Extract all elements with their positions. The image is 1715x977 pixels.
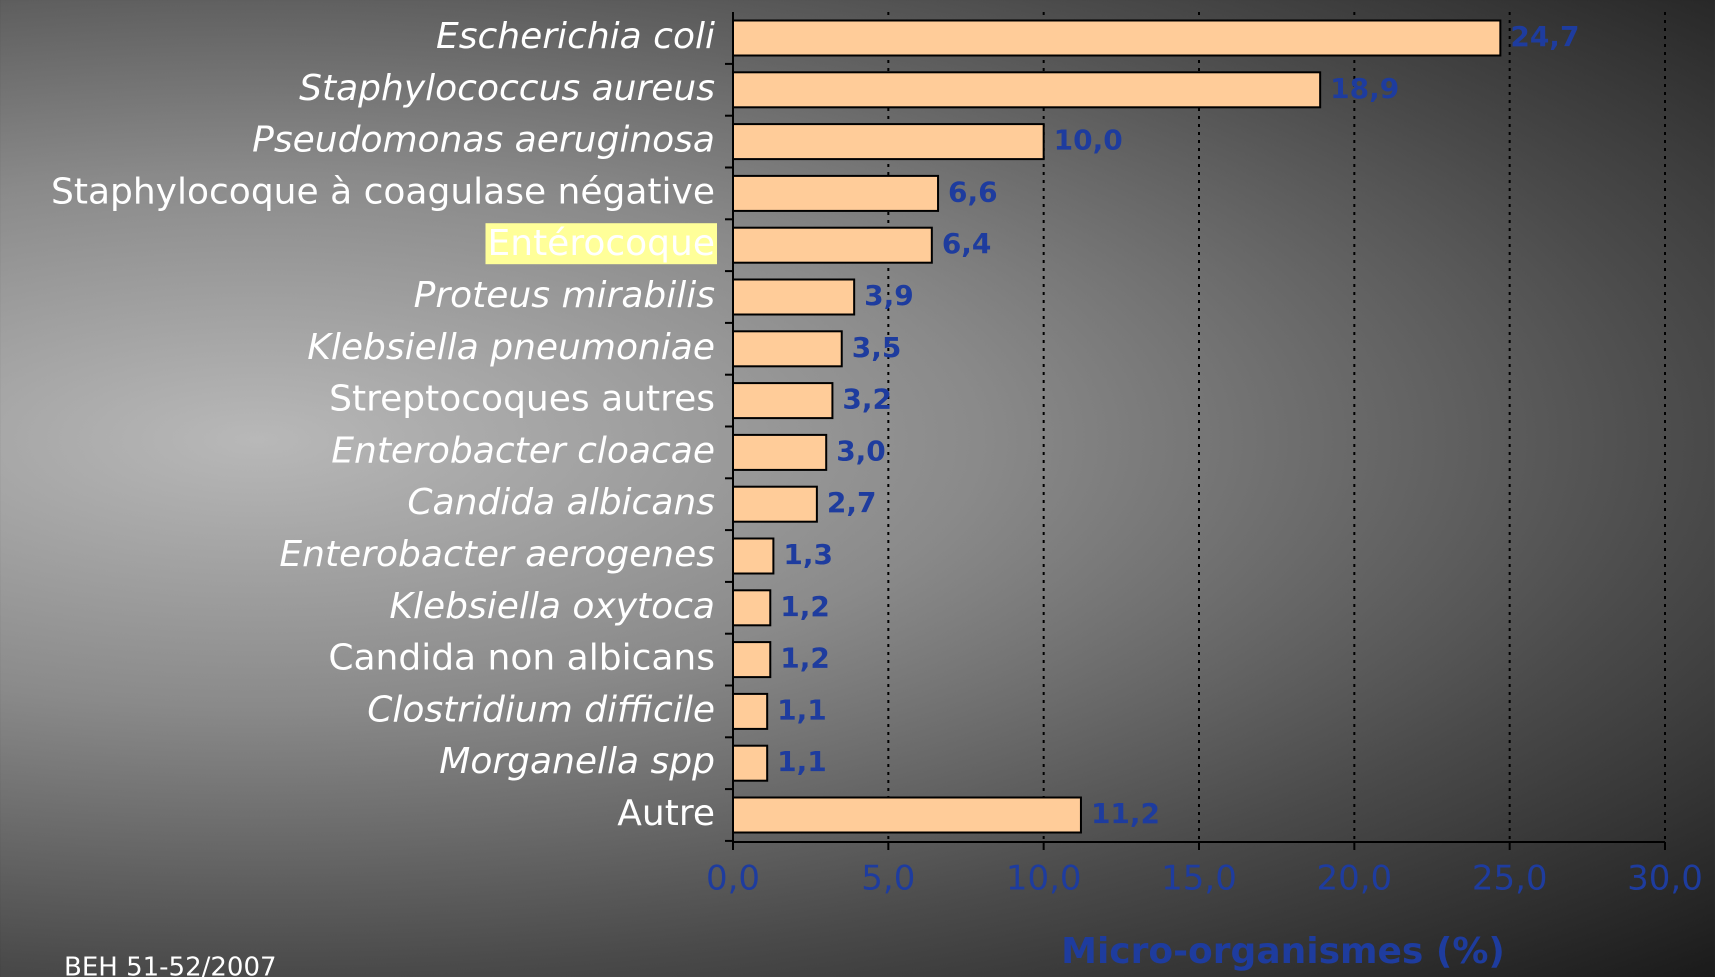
x-tick-label: 5,0 — [861, 859, 915, 899]
bar — [732, 71, 1322, 109]
y-tick-label: Clostridium difficile — [367, 689, 715, 730]
y-tick-label: Klebsiella pneumoniae — [307, 327, 715, 368]
source: BEH 51-52/2007 — [64, 953, 277, 977]
y-tick-label: Klebsiella oxytoca — [389, 586, 715, 627]
data-label: 3,9 — [864, 279, 914, 312]
bar — [732, 330, 843, 368]
bar — [732, 589, 772, 627]
bar — [732, 123, 1045, 161]
bar — [732, 537, 775, 575]
data-label: 10,0 — [1054, 124, 1123, 157]
y-tick-label: Pseudomonas aeruginosa — [252, 120, 715, 161]
x-tick-label: 30,0 — [1627, 859, 1703, 899]
y-tick-label: Morganella spp — [439, 741, 715, 782]
y-tick-label: Staphylococcus aureus — [299, 68, 715, 109]
bar — [732, 19, 1502, 57]
bar — [732, 692, 769, 730]
y-tick-label: Enterobacter aerogenes — [279, 534, 715, 575]
y-tick-label: Autre — [617, 793, 715, 834]
bar — [732, 226, 933, 264]
x-tick-label: 25,0 — [1472, 859, 1548, 899]
bar — [732, 744, 769, 782]
y-tick-label: Candida albicans — [407, 482, 715, 523]
y-tick-label: Entérocoque — [488, 223, 716, 264]
data-label: 11,2 — [1091, 797, 1160, 830]
x-tick-label: 15,0 — [1161, 859, 1237, 899]
bar — [732, 278, 856, 316]
y-tick-label: Candida non albicans — [328, 638, 715, 679]
data-label: 6,6 — [948, 175, 998, 208]
data-label: 1,3 — [783, 538, 833, 571]
y-tick-label: Proteus mirabilis — [414, 275, 715, 316]
data-label: 2,7 — [827, 486, 877, 519]
y-tick-label: Streptocoques autres — [329, 379, 715, 420]
bar — [732, 485, 818, 523]
data-label: 1,2 — [780, 642, 830, 675]
data-label: 1,1 — [777, 693, 827, 726]
data-label: 3,0 — [836, 434, 886, 467]
data-label: 3,5 — [852, 331, 902, 364]
bar — [732, 433, 828, 471]
x-axis-label: Micro-organismes (%) — [1061, 931, 1505, 972]
data-label: 1,2 — [780, 590, 830, 623]
bar — [732, 174, 940, 212]
x-tick-label: 0,0 — [706, 859, 760, 899]
y-tick-label: Staphylocoque à coagulase négative — [51, 171, 715, 212]
data-label: 3,2 — [842, 383, 892, 416]
bar — [732, 796, 1082, 834]
y-tick-label: Escherichia coli — [436, 16, 715, 57]
data-label: 18,9 — [1330, 72, 1399, 105]
data-label: 6,4 — [942, 227, 992, 260]
x-tick-label: 20,0 — [1316, 859, 1392, 899]
y-tick-label: Enterobacter cloacae — [331, 430, 715, 471]
bar — [732, 641, 772, 679]
data-label: 24,7 — [1510, 20, 1579, 53]
highlight — [485, 223, 717, 265]
bar — [732, 382, 834, 420]
data-label: 1,1 — [777, 745, 827, 778]
x-tick-label: 10,0 — [1006, 859, 1082, 899]
